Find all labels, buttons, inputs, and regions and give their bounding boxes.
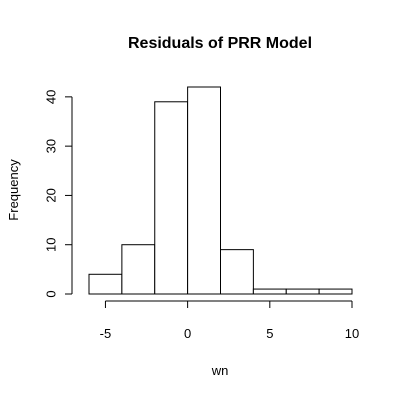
y-tick-label: 10	[43, 237, 58, 251]
y-tick-label: 40	[43, 90, 58, 104]
histogram-bar	[252, 288, 287, 295]
y-tick-label: 30	[43, 139, 58, 153]
x-axis: -5 0 5 10	[100, 300, 359, 341]
x-tick-label: 10	[345, 326, 359, 341]
y-tick-label: 0	[43, 290, 58, 297]
x-tick-label: 0	[184, 326, 191, 341]
chart-title: Residuals of PRR Model	[128, 35, 312, 52]
histogram-bar	[154, 101, 189, 295]
histogram-bar	[88, 273, 123, 295]
x-tick-label: -5	[100, 326, 112, 341]
x-tick-label: 5	[266, 326, 273, 341]
y-axis: 0 10 20 30 40	[43, 90, 73, 298]
x-axis-label: wn	[211, 363, 229, 378]
histogram-bar	[285, 288, 320, 295]
histogram-bar	[187, 86, 221, 295]
histogram-bar	[121, 244, 156, 295]
histogram-bar	[318, 288, 353, 295]
histogram-bar	[220, 249, 254, 295]
y-tick-label: 20	[43, 188, 58, 202]
bars-group	[88, 86, 353, 295]
y-axis-label: Frequency	[6, 159, 21, 221]
